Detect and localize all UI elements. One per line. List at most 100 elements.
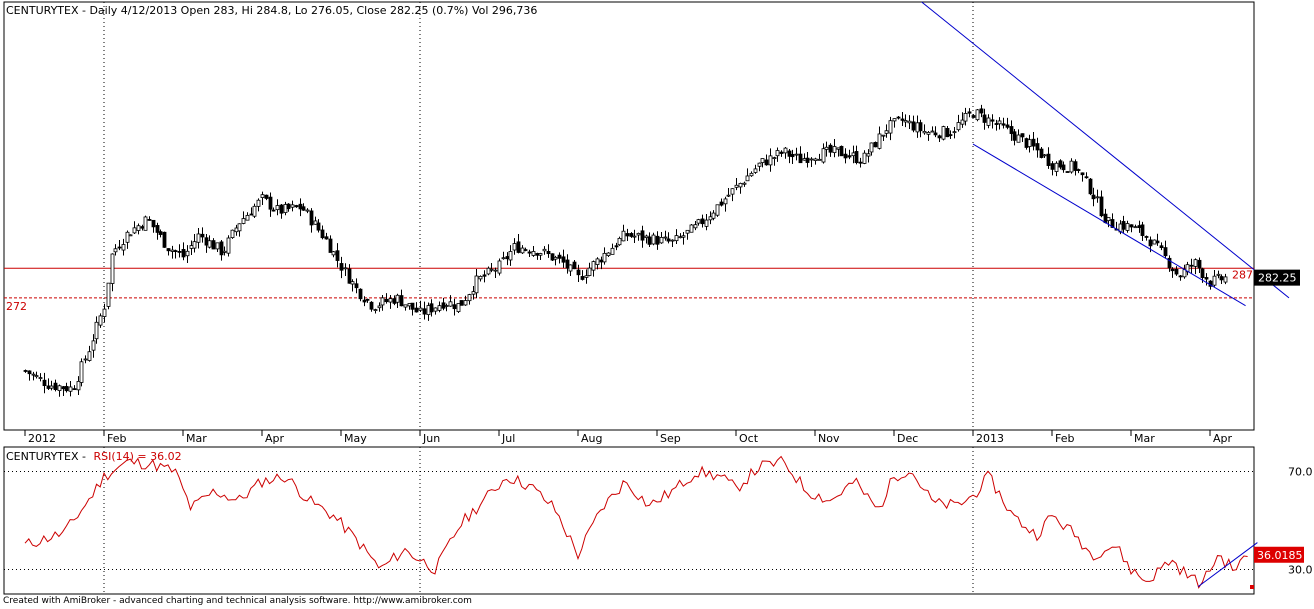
candle-body-106 [422, 308, 427, 315]
candle-body-203 [787, 150, 792, 157]
candle-body-24 [113, 248, 118, 253]
candle-body-232 [896, 116, 901, 119]
x-tick-label-4: May [344, 432, 367, 445]
candle-body-199 [772, 157, 777, 160]
candle-body-167 [651, 234, 656, 245]
candle-body-197 [764, 159, 769, 166]
candle-body-36 [158, 231, 163, 235]
candle-body-249 [960, 119, 965, 125]
candle-body-298 [1144, 236, 1149, 238]
candle-body-81 [328, 238, 333, 253]
candle-body-191 [742, 182, 747, 185]
candle-body-302 [1159, 245, 1164, 249]
candle-body-83 [335, 250, 340, 261]
price-horizontal-lines [4, 267, 1254, 299]
candle-body-227 [877, 133, 882, 149]
candle-body-161 [629, 233, 634, 237]
candle-body-200 [775, 150, 780, 157]
price-level-label-272: 272 [6, 300, 27, 313]
candle-body-260 [1001, 123, 1006, 126]
candle-body-61 [252, 205, 257, 217]
candle-body-314 [1204, 277, 1209, 280]
candle-body-281 [1080, 172, 1085, 176]
candle-body-82 [331, 251, 336, 256]
candle-body-222 [858, 161, 863, 164]
x-tick-label-12: 2013 [976, 432, 1004, 445]
trend-channel-lower [972, 143, 1246, 307]
candle-body-50 [211, 240, 216, 250]
candle-body-9 [57, 385, 62, 392]
candle-body-230 [888, 120, 893, 134]
candle-body-117 [463, 300, 468, 306]
candle-body-270 [1039, 148, 1044, 158]
candle-body-169 [659, 237, 664, 244]
x-tick-label-8: Sep [660, 432, 681, 445]
x-axis-ticks: 2012 Feb Mar Apr May Jun Jul Aug Sep Oct Nov Dec 201… [24, 430, 1233, 445]
candle-body-252 [971, 115, 976, 118]
x-tick-label-13: Feb [1055, 432, 1074, 445]
candle-body-155 [606, 252, 611, 257]
candle-body-73 [298, 203, 303, 210]
candle-body-262 [1009, 126, 1014, 134]
candle-body-91 [365, 298, 370, 301]
rsi-corner-marker [1250, 585, 1254, 589]
candle-body-125 [493, 269, 498, 272]
candle-body-264 [1016, 134, 1021, 143]
price-last-value-badge: 282.25 [1258, 272, 1297, 285]
candle-body-170 [663, 236, 668, 239]
candle-body-92 [369, 301, 374, 310]
candle-body-88 [354, 283, 359, 289]
candle-body-22 [106, 282, 111, 307]
candle-body-316 [1212, 275, 1217, 286]
candle-body-47 [200, 233, 205, 238]
candle-body-287 [1103, 213, 1108, 224]
candle-body-63 [260, 194, 265, 198]
candle-body-236 [911, 121, 916, 131]
candle-body-175 [681, 235, 686, 238]
candle-body-259 [997, 120, 1002, 125]
candle-body-130 [512, 243, 517, 251]
candle-body-313 [1200, 268, 1205, 278]
candle-body-131 [516, 241, 521, 253]
price-trend-channel [921, 1, 1290, 307]
x-tick-label-3: Apr [265, 432, 285, 445]
candle-body-29 [132, 227, 137, 234]
candle-body-235 [907, 120, 912, 124]
candle-body-246 [948, 134, 953, 136]
candle-body-33 [147, 219, 152, 221]
candle-body-268 [1031, 138, 1036, 147]
candle-body-99 [395, 294, 400, 303]
candle-body-150 [587, 267, 592, 276]
candle-body-250 [963, 113, 968, 122]
candle-body-195 [757, 162, 762, 167]
candle-body-201 [779, 151, 784, 154]
candle-body-121 [478, 275, 483, 280]
candle-body-15 [79, 361, 84, 383]
candle-body-185 [719, 201, 724, 206]
candle-body-70 [286, 203, 291, 210]
candle-body-159 [621, 230, 626, 242]
candle-body-2 [31, 373, 36, 376]
candle-body-243 [937, 135, 942, 139]
candle-body-186 [723, 198, 728, 205]
candle-body-11 [64, 386, 69, 392]
candle-body-145 [568, 264, 573, 272]
candle-body-211 [817, 158, 822, 161]
candle-body-110 [437, 305, 442, 311]
candle-body-103 [410, 302, 415, 310]
candle-body-60 [249, 213, 254, 216]
candle-body-38 [166, 248, 171, 252]
rsi-pane: 70.0 30.0 36.0185 CENTURYTEX - RSI(14) = … [3, 446, 1313, 595]
candle-body-239 [922, 131, 927, 134]
candle-body-5 [42, 379, 47, 387]
candle-body-282 [1084, 176, 1089, 179]
candle-body-98 [392, 298, 397, 304]
candle-body-165 [644, 235, 649, 239]
candle-body-209 [809, 158, 814, 161]
rsi-pane-frame [3, 446, 1255, 595]
candle-body-80 [324, 236, 329, 240]
candle-body-237 [915, 122, 920, 133]
candle-body-56 [234, 227, 239, 233]
candle-body-141 [553, 256, 558, 260]
price-candles [23, 104, 1228, 397]
